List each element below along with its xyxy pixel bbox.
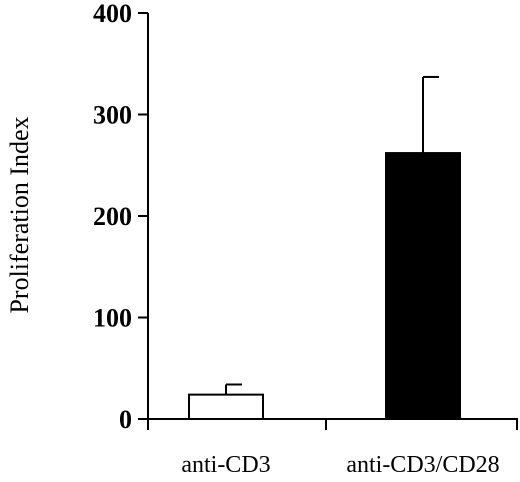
y-axis: 0 100 200 300 400 — [93, 0, 149, 434]
y-tick-label: 200 — [93, 202, 132, 231]
y-axis-title: Proliferation Index — [5, 116, 34, 313]
x-axis: anti-CD3 anti-CD3/CD28 — [147, 418, 518, 478]
x-tick-label: anti-CD3 — [181, 452, 270, 478]
bar-anti-cd3 — [188, 393, 264, 421]
y-tick-label: 400 — [93, 0, 132, 28]
y-tick-label: 0 — [119, 405, 132, 434]
bar-anti-cd3-cd28 — [385, 152, 461, 420]
bars — [188, 75, 461, 421]
y-tick-label: 300 — [93, 101, 132, 130]
y-tick-label: 100 — [93, 304, 132, 333]
x-tick-label: anti-CD3/CD28 — [346, 452, 499, 478]
